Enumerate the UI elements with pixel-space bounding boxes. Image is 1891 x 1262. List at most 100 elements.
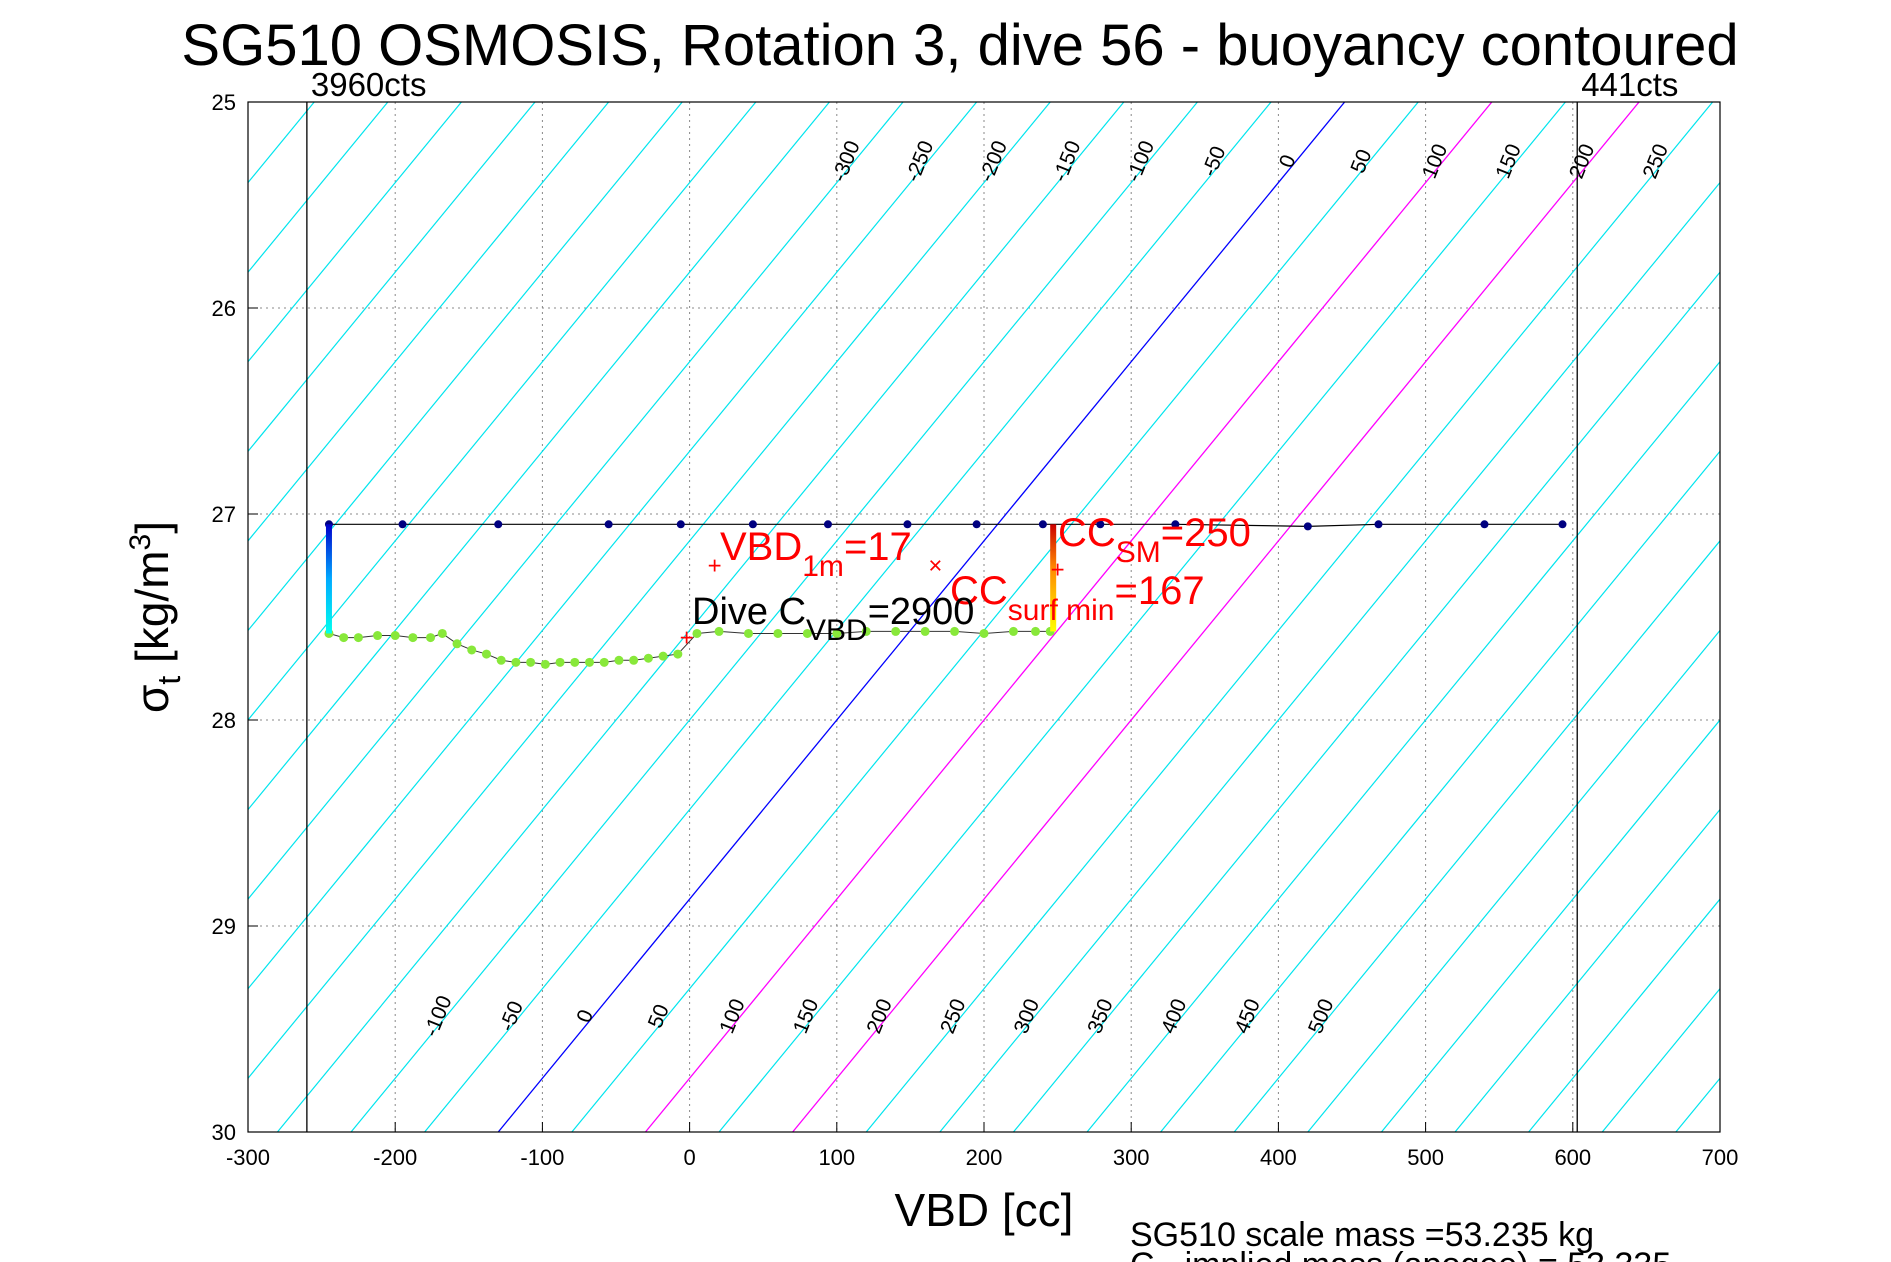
surface-point bbox=[398, 520, 407, 529]
y-tick-label: 29 bbox=[212, 914, 236, 939]
dive-point bbox=[570, 657, 580, 667]
dive-point bbox=[408, 633, 418, 643]
contour-line bbox=[792, 102, 1640, 1132]
contour-line bbox=[248, 102, 904, 901]
contour-line bbox=[248, 102, 978, 990]
buoyancy-contours bbox=[248, 102, 1891, 1132]
vbd-limits: 3960cts 441cts bbox=[306, 66, 1678, 1132]
descent-segment bbox=[325, 524, 332, 634]
contour-labels: -100 -50 0 50 100 150 200 250 300 350 400 450 500 -30… bbox=[420, 138, 1673, 1040]
surface-point bbox=[494, 520, 503, 529]
surface-point bbox=[903, 520, 912, 529]
y-tick-label: 28 bbox=[212, 708, 236, 733]
surface-point bbox=[1171, 520, 1180, 529]
surface-point bbox=[1038, 520, 1047, 529]
contour-line bbox=[248, 102, 683, 632]
marker: + bbox=[708, 553, 722, 580]
contour-line bbox=[1380, 719, 1720, 1132]
dive-point bbox=[496, 655, 506, 665]
plot-frame bbox=[247, 101, 1721, 1133]
contour-line bbox=[248, 102, 536, 453]
contour-line bbox=[497, 102, 1346, 1132]
dive-point bbox=[658, 651, 668, 661]
contour-label: 50 bbox=[1346, 146, 1376, 176]
x-tick-label: -100 bbox=[520, 1145, 564, 1170]
dive-point bbox=[979, 628, 989, 638]
contour-line bbox=[350, 102, 1198, 1132]
chart-title: SG510 OSMOSIS, Rotation 3, dive 56 - buo… bbox=[181, 13, 1738, 78]
contour-line bbox=[248, 102, 610, 542]
y-tick-label: 27 bbox=[212, 502, 236, 527]
markers: + + × + bbox=[680, 553, 1065, 652]
dive-point bbox=[373, 631, 383, 641]
dive-point bbox=[481, 649, 491, 659]
x-tick-label: 700 bbox=[1702, 1145, 1739, 1170]
surface-point bbox=[823, 520, 832, 529]
contour-label: 450 bbox=[1230, 996, 1264, 1037]
dive-point bbox=[692, 628, 702, 638]
contour-label: -250 bbox=[901, 138, 938, 186]
dive-point bbox=[891, 626, 901, 636]
y-tick-label: 26 bbox=[212, 296, 236, 321]
surface-line bbox=[328, 523, 1563, 527]
marker: + bbox=[1051, 557, 1065, 584]
annotation-dive-c-vbd: Dive CVBD=2900 bbox=[692, 591, 974, 647]
contour-line bbox=[865, 102, 1714, 1132]
contour-line bbox=[424, 102, 1272, 1132]
surface-point bbox=[604, 520, 613, 529]
contour-line bbox=[1528, 898, 1720, 1132]
contour-label: 0 bbox=[572, 1007, 598, 1026]
dive-point bbox=[614, 655, 624, 665]
dive-point bbox=[452, 639, 462, 649]
dive-point bbox=[832, 628, 842, 638]
x-tick-label: -300 bbox=[226, 1145, 270, 1170]
contour-label: -300 bbox=[828, 138, 865, 186]
dive-point bbox=[555, 657, 565, 667]
contour-label: -100 bbox=[1122, 138, 1159, 186]
contour-line bbox=[248, 102, 830, 811]
contour-label: 150 bbox=[1491, 141, 1525, 182]
dive-point bbox=[1031, 626, 1041, 636]
contour-line bbox=[1749, 102, 1891, 1132]
contour-line bbox=[1012, 271, 1720, 1132]
dive-point bbox=[339, 633, 349, 643]
contour-line bbox=[1823, 102, 1891, 1132]
y-tick-label: 25 bbox=[212, 90, 236, 115]
x-tick-label: -200 bbox=[373, 1145, 417, 1170]
contour-line bbox=[248, 102, 757, 721]
vbd-limit-label: 3960cts bbox=[311, 66, 427, 103]
surface-point bbox=[676, 520, 685, 529]
annotation-cc-surf-min: CCsurf min=167 bbox=[950, 569, 1205, 627]
contour-label: 150 bbox=[789, 996, 823, 1037]
annotation-vbd-1m: VBD1m=17 bbox=[720, 525, 912, 583]
contour-label: -50 bbox=[495, 998, 528, 1035]
dive-point bbox=[629, 655, 639, 665]
x-axis-label: VBD [cc] bbox=[895, 1184, 1074, 1236]
dive-point bbox=[599, 657, 609, 667]
x-tick-label: 200 bbox=[966, 1145, 1003, 1170]
contour-label: 100 bbox=[1418, 141, 1452, 182]
dive-point bbox=[802, 628, 812, 638]
contour-line bbox=[939, 181, 1720, 1132]
dive-point bbox=[714, 626, 724, 636]
contour-line bbox=[1601, 987, 1720, 1132]
surface-point bbox=[1558, 520, 1567, 529]
data-series bbox=[324, 520, 1567, 669]
surface-point bbox=[1303, 522, 1312, 531]
contour-label: -200 bbox=[975, 138, 1012, 186]
dive-point bbox=[426, 633, 436, 643]
grid bbox=[248, 102, 1720, 1132]
dive-point bbox=[511, 657, 521, 667]
contour-line bbox=[644, 102, 1493, 1132]
y-tick-label: 30 bbox=[212, 1120, 236, 1145]
contour-line bbox=[1233, 539, 1720, 1132]
dive-point bbox=[673, 649, 683, 659]
dive-point bbox=[643, 653, 653, 663]
dive-point bbox=[1008, 626, 1018, 636]
contour-line bbox=[1086, 360, 1720, 1132]
dive-point bbox=[743, 628, 753, 638]
footer-implied-mass: Cimplied mass (apogee) = 53.335 bbox=[1130, 1246, 1671, 1262]
x-tick-label: 500 bbox=[1407, 1145, 1444, 1170]
footer-scale-mass: SG510 scale mass =53.235 kg bbox=[1130, 1216, 1594, 1254]
